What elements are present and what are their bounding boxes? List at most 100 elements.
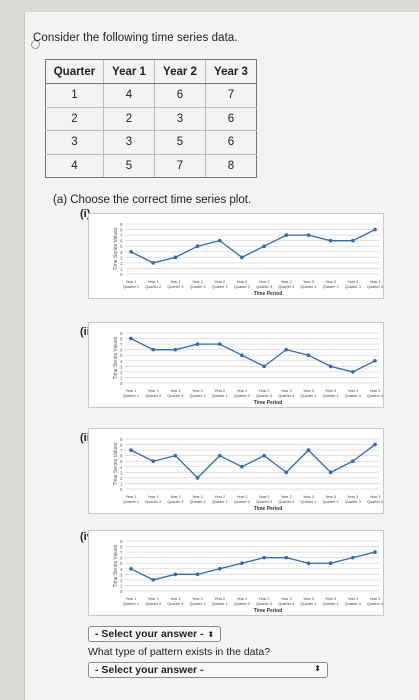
data-point: [217, 566, 222, 571]
x-tick-label: Quarter 1: [300, 285, 316, 289]
data-point: [151, 261, 155, 265]
y-tick-label: 6: [120, 239, 123, 244]
x-tick-label: Year 3: [370, 597, 381, 601]
col-year-1: Year 1: [103, 59, 155, 84]
x-tick-label: Quarter 3: [167, 394, 183, 398]
x-tick-label: Quarter 1: [212, 285, 228, 289]
plot-answer-select[interactable]: - Select your answer - ⬍: [88, 626, 222, 642]
x-tick-label: Quarter 2: [323, 500, 339, 504]
y-tick-label: 2: [120, 370, 123, 375]
x-tick-label: Year 2: [281, 280, 292, 284]
col-year-3: Year 3: [205, 59, 257, 84]
x-tick-label: Quarter 4: [190, 500, 206, 504]
question-text: Consider the following time series data.: [33, 32, 238, 44]
data-point: [129, 448, 133, 452]
x-tick-label: Quarter 2: [323, 285, 339, 289]
x-tick-label: Year 1: [170, 280, 181, 284]
option-label-i: (i): [80, 208, 91, 220]
chart-option-ii: 0 1 2 3 4 5 6 7 8 9 Time Series Values Year 1 Quarte…: [88, 322, 384, 408]
data-point: [240, 255, 244, 260]
x-tick-label: Year 3: [303, 495, 314, 499]
data-point: [240, 353, 244, 358]
x-tick-label: Year 1: [126, 389, 137, 393]
x-tick-label: Quarter 4: [278, 602, 294, 606]
pattern-answer-value: - Select your answer -: [95, 664, 204, 676]
data-point: [195, 244, 200, 249]
table-cell: 7: [205, 83, 257, 108]
x-tick-label: Quarter 1: [212, 394, 228, 398]
x-tick-label: Quarter 2: [145, 602, 161, 606]
x-tick-label: Quarter 4: [278, 500, 294, 504]
time-series-table: Quarter Year 1 Year 2 Year 3 1 4 6 7 2 2…: [45, 59, 257, 178]
data-point: [262, 453, 266, 458]
y-tick-label: 1: [120, 266, 123, 271]
data-point: [306, 233, 311, 237]
x-tick-label: Quarter 3: [345, 285, 361, 289]
select-arrows-icon: ⬍: [207, 630, 215, 639]
x-tick-label: Year 1: [126, 280, 137, 284]
data-point: [262, 244, 266, 249]
data-point: [351, 555, 355, 560]
x-tick-label: Year 2: [259, 280, 270, 284]
col-year-2: Year 2: [154, 59, 206, 84]
table-cell: 3: [103, 130, 155, 155]
y-tick-label: 9: [120, 222, 123, 227]
y-tick-label: 9: [120, 437, 123, 442]
table-row: 2 2 3 6: [45, 107, 257, 131]
x-tick-label: Year 2: [259, 389, 270, 393]
plot-answer-value: - Select your answer -: [95, 628, 204, 640]
x-tick-label: Quarter 3: [345, 602, 361, 606]
data-point: [195, 572, 200, 577]
x-tick-label: Year 2: [281, 597, 292, 601]
y-axis-title: Time Series Values: [113, 442, 119, 485]
y-tick-label: 2: [120, 261, 123, 266]
y-tick-label: 5: [120, 353, 123, 358]
x-tick-label: Year 1: [148, 280, 159, 284]
y-tick-label: 6: [120, 348, 123, 353]
x-tick-label: Year 1: [170, 495, 181, 499]
x-tick-label: Year 2: [214, 280, 225, 284]
x-tick-label: Quarter 2: [145, 394, 161, 398]
data-point: [173, 453, 178, 458]
x-tick-label: Year 3: [325, 597, 336, 601]
data-point: [217, 342, 222, 346]
y-tick-label: 2: [120, 578, 123, 583]
x-tick-label: Quarter 3: [167, 602, 183, 606]
x-tick-label: Quarter 4: [190, 285, 206, 289]
data-point: [284, 555, 289, 560]
y-tick-label: 0: [120, 272, 123, 277]
y-tick-label: 9: [120, 539, 123, 544]
y-tick-label: 6: [120, 556, 123, 561]
x-tick-label: Quarter 2: [323, 602, 339, 606]
x-tick-label: Quarter 1: [300, 500, 316, 504]
data-point: [373, 550, 377, 554]
x-tick-label: Year 3: [347, 389, 358, 393]
table-cell: 6: [154, 83, 206, 108]
y-tick-label: 7: [120, 550, 123, 555]
x-tick-label: Year 3: [347, 495, 358, 499]
pattern-question: What type of pattern exists in the data?: [88, 646, 271, 658]
data-point: [129, 566, 133, 571]
y-tick-label: 6: [120, 454, 123, 459]
data-point: [240, 561, 244, 566]
x-tick-label: Quarter 4: [190, 394, 206, 398]
x-tick-label: Year 1: [126, 495, 137, 499]
data-point: [306, 448, 311, 452]
y-tick-label: 0: [120, 589, 123, 594]
x-tick-label: Quarter 3: [345, 500, 361, 504]
y-axis-title: Time Series Values: [113, 336, 119, 379]
data-point: [240, 464, 244, 469]
data-point: [328, 470, 333, 475]
x-tick-label: Quarter 3: [256, 285, 272, 289]
x-tick-label: Quarter 1: [123, 602, 139, 606]
x-tick-label: Year 3: [347, 597, 358, 601]
x-tick-label: Quarter 1: [212, 500, 228, 504]
x-tick-label: Quarter 1: [123, 394, 139, 398]
table-cell: 4: [45, 154, 104, 178]
y-tick-label: 2: [120, 476, 123, 481]
pattern-answer-select[interactable]: - Select your answer - ⬍: [88, 662, 328, 678]
x-tick-label: Year 2: [281, 389, 292, 393]
